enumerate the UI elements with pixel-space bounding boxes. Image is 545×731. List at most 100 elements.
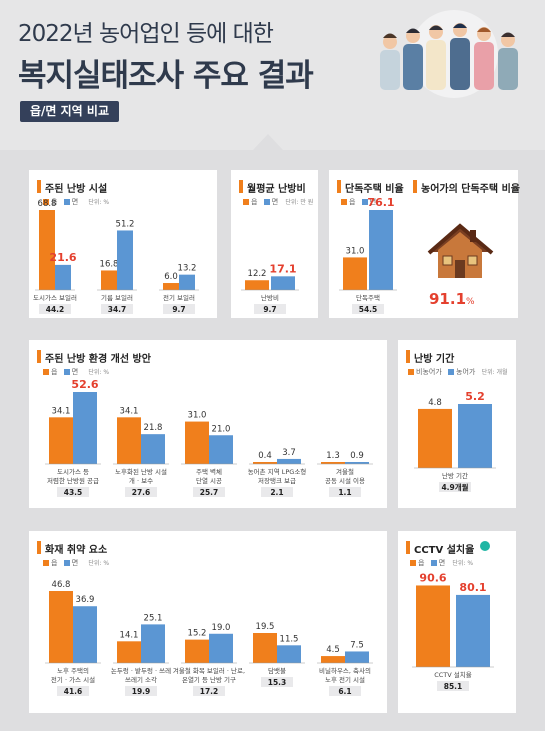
category-label: 도시가스 등 [57,467,89,476]
chart-cctv: 90.6 80.1 CCTV 설치율 85.1 [412,571,494,691]
chart-title: 화재 취약 요소 [45,545,108,556]
legend-myeon: 면 [71,559,79,567]
house-icon [427,223,494,278]
bar-series2 [179,274,195,290]
data-label: 12.2 [248,269,267,279]
subtitle-badge: 읍/면 지역 비교 [20,101,119,122]
total-box [193,686,225,696]
people-illustration [380,10,518,98]
bar-series2 [271,276,295,290]
data-label: 13.2 [178,264,197,274]
data-label: 31.0 [188,411,207,421]
chart-heating-period: 4.8 5.2 난방 기간 4.9개월 [414,390,496,492]
title-bar [37,541,41,554]
category-label: 쓰레기 소각 [125,675,157,684]
chart-title: 단독주택 비율 [345,184,404,195]
house-rate-value: 91.1 [429,290,467,308]
unit-label: 단위: % [88,199,110,206]
bar-series2 [141,434,165,464]
legend-myeon: 면 [271,198,279,206]
bar-series1 [253,633,277,663]
total-box [57,487,89,497]
bar-series1 [49,417,73,464]
house-rate-unit: % [466,297,475,307]
category-label: 주택 벽체 [196,467,222,476]
data-label: 15.2 [188,629,207,639]
data-label: 31.0 [346,246,365,256]
total-value: 44.2 [46,305,65,314]
house-rate: 91.1% [429,289,475,308]
bar-series1 [117,641,141,663]
data-label: 14.1 [120,630,139,640]
legend-eup: 읍 [51,368,58,376]
category-label: 난방 기간 [442,471,468,480]
data-label: 19.5 [256,622,275,632]
legend-eup: 읍 [51,198,58,206]
unit-label: 단위: 개월 [481,369,508,376]
total-value: 43.5 [64,488,83,497]
bar-series1 [185,639,209,663]
bar-series2 [209,435,233,464]
data-label: 21.6 [49,251,76,264]
bar-series1 [416,585,450,667]
bar-series1 [117,417,141,464]
category-label: 저장탱크 보급 [258,476,296,485]
data-label: 34.1 [120,406,139,416]
category-label: 공동 시설 이용 [325,476,365,485]
data-label: 0.9 [350,451,364,461]
total-box [329,686,361,696]
legend: 읍 면 단위: % [43,558,109,568]
stage-notch [0,132,545,150]
title-bar-2 [413,180,417,193]
total-box [261,677,293,687]
chart-monthly-cost: 12.2 17.1 난방비 9.7 [241,262,299,314]
legend-myeon: 면 [71,368,79,376]
title-bar [406,350,410,363]
total-value: 17.2 [200,687,219,696]
unit-label: 단위: % [88,560,110,567]
title-line2: 복지실태조사 주요 결과 [18,58,314,94]
bar-series2 [277,645,301,663]
data-label: 21.0 [212,424,231,434]
data-label: 16.8 [100,259,119,269]
chart-stage: 주된 난방 시설 읍 면 단위: % 68.8 21.6 도시가스 보일러 44.2 1… [0,132,545,731]
legend: 읍 면 단위: % [43,197,109,207]
total-value: 4.9개월 [441,482,468,492]
title-bar [337,180,341,193]
bar-series1 [39,210,55,290]
total-value: 1.1 [338,488,351,497]
total-value: 19.9 [132,687,151,696]
legend: 읍 면 [341,197,380,207]
bar-series2 [117,230,133,290]
total-value: 25.7 [200,488,219,497]
chart-title: 주된 난방 환경 개선 방안 [45,354,151,365]
category-label: 겨울철 화목 보일러 · 난로, [173,666,245,675]
data-label: 3.7 [282,448,296,458]
category-label: 노후 전기 시설 [325,675,365,684]
title-bar [239,180,243,193]
legend: 읍 면 단위: 만 원 [243,197,313,207]
category-label: 겨울철 [336,467,354,476]
bar-series1 [418,408,452,468]
category-label: 도시가스 보일러 [33,293,77,302]
total-value: 2.1 [270,488,283,497]
bar-series1 [185,421,209,464]
data-label: 52.6 [71,378,98,391]
data-label: 34.1 [52,406,71,416]
bar-series1 [245,280,269,290]
total-box [437,681,469,691]
total-box [329,487,361,497]
category-label: 노후 주택의 [57,666,89,675]
bar-series2 [73,392,97,464]
title-line1: 2022년 농어업인 등에 대한 [18,21,274,47]
category-label: 논두렁 · 밭두렁 · 쓰레 [111,666,171,675]
panel-heating-period: 난방 기간 비농어가 농어가 단위: 개월 4.8 5.2 난방 기간 4.9개월 [398,340,516,508]
data-label: 21.8 [144,423,163,433]
panel-monthly-cost: 월평균 난방비 읍 면 단위: 만 원 12.2 17.1 난방비 9.7 [231,170,318,318]
data-label: 4.5 [326,645,340,655]
data-label: 90.6 [419,571,446,584]
category-label: 단독주택 [356,293,380,302]
chart-title: 월평균 난방비 [247,184,306,195]
